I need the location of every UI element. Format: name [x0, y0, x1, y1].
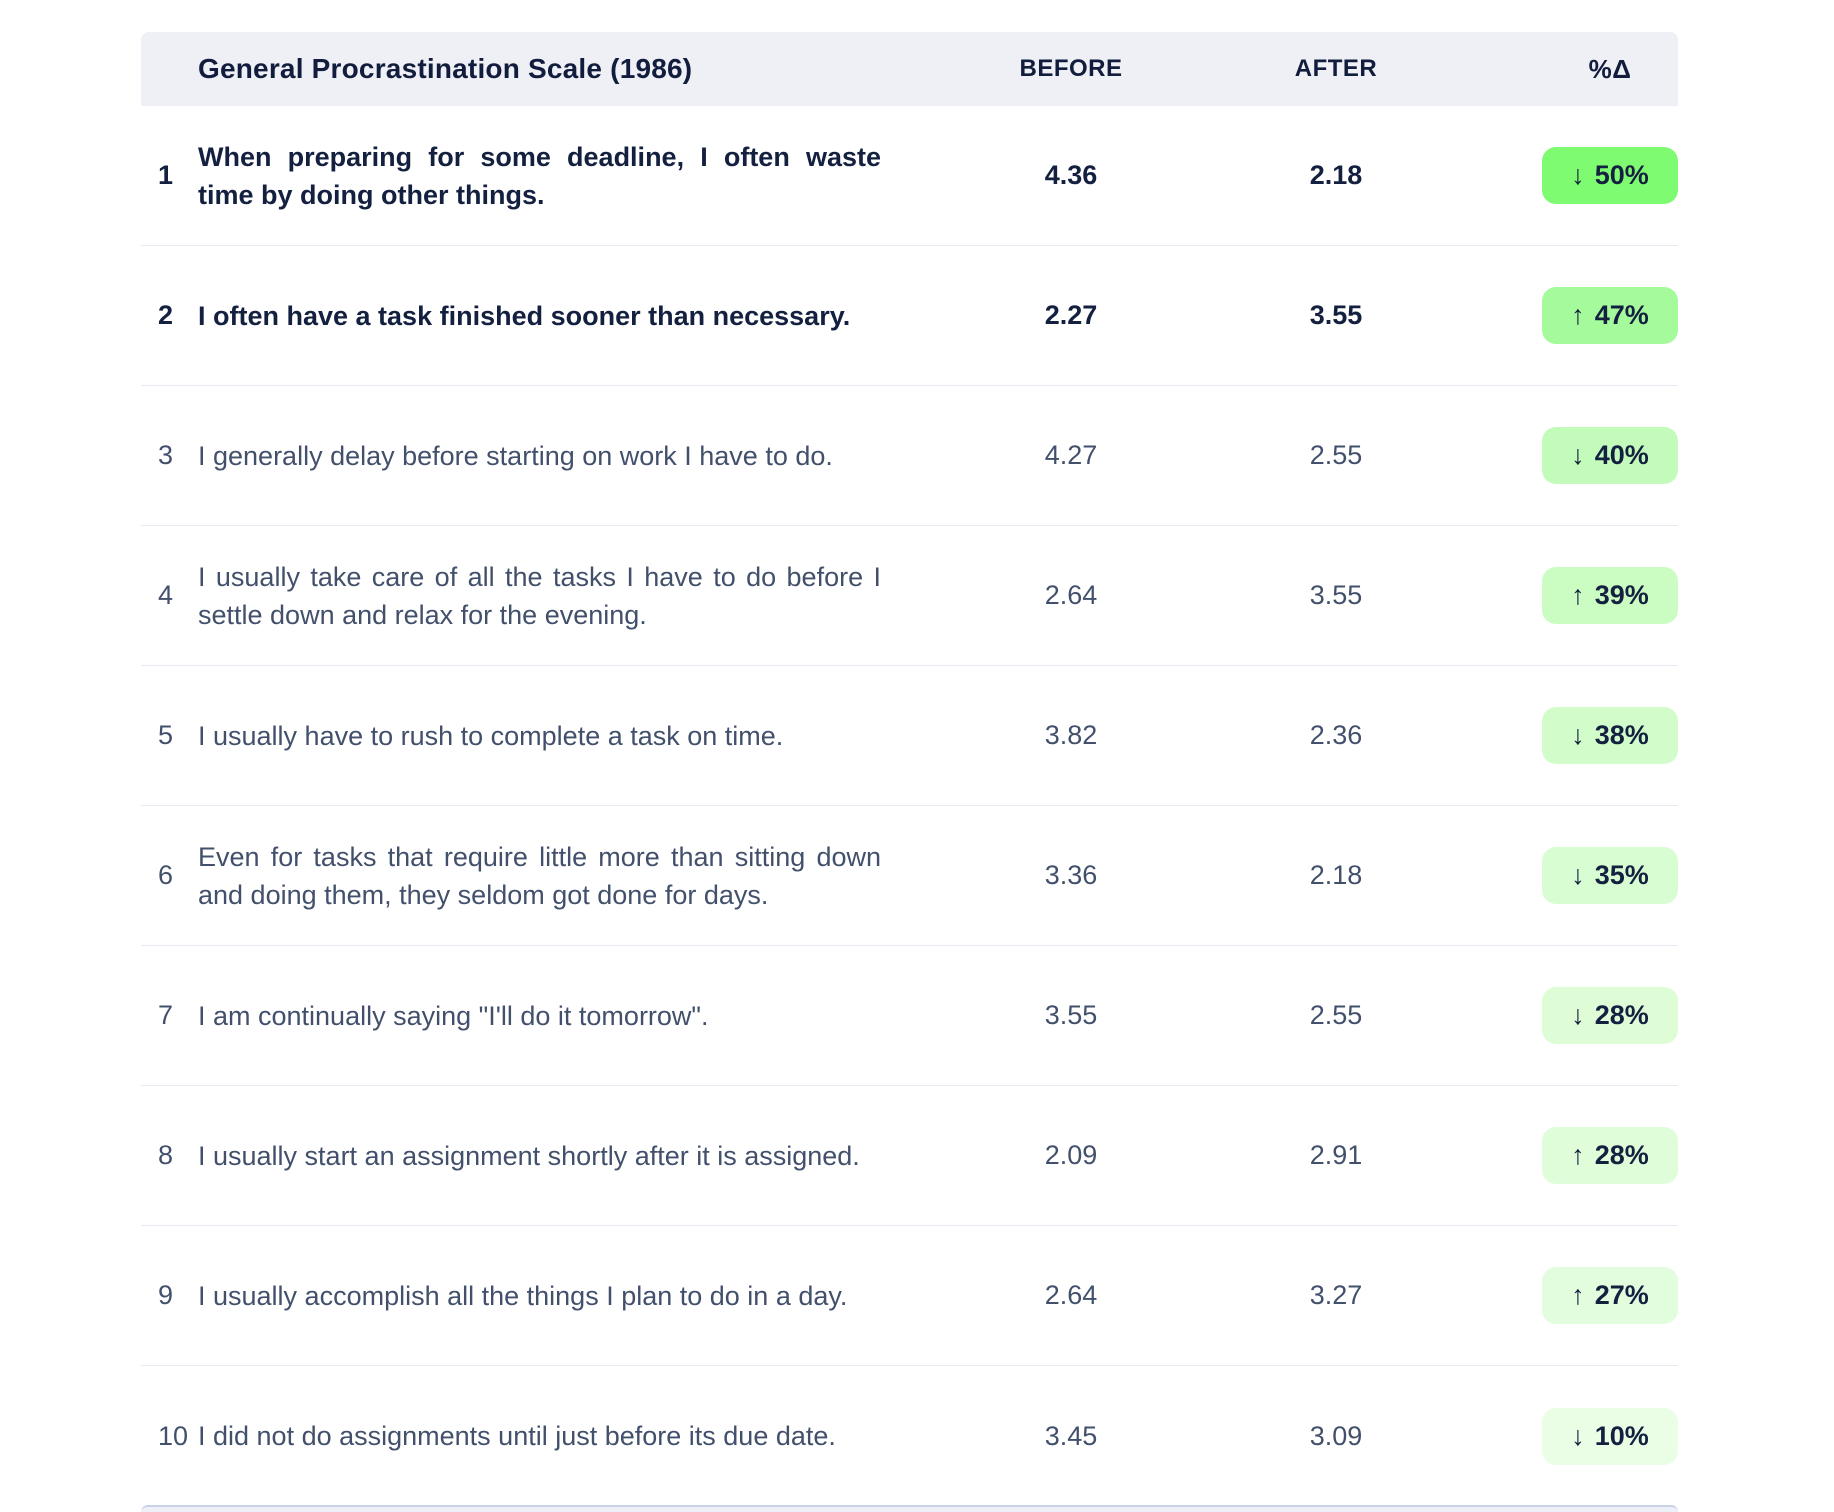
row-number: 6 [158, 860, 174, 890]
table-row: 4 I usually take care of all the tasks I… [141, 526, 1678, 666]
delta-value: 39% [1594, 580, 1649, 610]
delta-arrow-icon: ↑ [1571, 300, 1585, 330]
delta-badge: ↑ 47% [1542, 287, 1678, 344]
table-row: 3 I generally delay before starting on w… [141, 386, 1678, 526]
delta-value: 28% [1594, 1000, 1649, 1030]
delta-arrow-icon: ↓ [1571, 1420, 1585, 1451]
row-number: 10 [158, 1420, 189, 1451]
delta-value: 27% [1594, 1280, 1649, 1310]
procrastination-scale-table: General Procrastination Scale (1986) BEF… [141, 32, 1678, 1512]
delta-value: 40% [1594, 440, 1649, 470]
delta-badge: ↓ 35% [1542, 847, 1678, 904]
delta-cell: ↓ 28% [1411, 987, 1678, 1044]
row-number: 1 [158, 160, 174, 190]
before-value: 3.82 [1044, 720, 1098, 750]
table-row: 1 When preparing for some deadline, I of… [141, 106, 1678, 246]
row-number: 5 [158, 720, 174, 750]
after-value: 3.55 [1309, 580, 1363, 610]
delta-cell: ↓ 40% [1411, 427, 1678, 484]
before-value: 2.27 [1044, 300, 1098, 330]
column-header-delta: %Δ [1411, 54, 1678, 85]
delta-arrow-icon: ↓ [1571, 160, 1585, 190]
table-row: 8 I usually start an assignment shortly … [141, 1086, 1678, 1226]
delta-badge: ↓ 50% [1542, 147, 1678, 204]
delta-badge: ↓ 40% [1542, 427, 1678, 484]
before-value: 3.55 [1044, 1000, 1098, 1030]
after-value: 2.55 [1309, 1000, 1363, 1030]
after-value: 2.18 [1309, 160, 1363, 190]
row-question: Even for tasks that require little more … [198, 841, 881, 910]
table-title: General Procrastination Scale (1986) [198, 53, 693, 84]
delta-cell: ↑ 47% [1411, 287, 1678, 344]
row-number: 8 [158, 1140, 174, 1170]
row-question: When preparing for some deadline, I ofte… [198, 141, 881, 210]
delta-value: 50% [1594, 160, 1649, 190]
after-value: 3.27 [1309, 1280, 1363, 1310]
delta-value: 10% [1594, 1420, 1649, 1451]
delta-badge: ↓ 10% [1542, 1407, 1678, 1465]
after-value: 2.55 [1309, 440, 1363, 470]
delta-cell: ↓ 50% [1411, 147, 1678, 204]
delta-value: 38% [1594, 720, 1649, 750]
row-question: I did not do assignments until just befo… [198, 1421, 836, 1451]
before-value: 4.27 [1044, 440, 1098, 470]
row-question: I usually have to rush to complete a tas… [198, 720, 784, 751]
delta-arrow-icon: ↑ [1571, 580, 1585, 610]
delta-arrow-icon: ↓ [1571, 1000, 1585, 1030]
before-value: 4.36 [1044, 160, 1098, 190]
column-header-delta-label: %Δ [1588, 53, 1632, 84]
before-value: 3.45 [1044, 1420, 1098, 1451]
column-header-before: BEFORE [1019, 55, 1123, 82]
after-value: 2.18 [1309, 860, 1363, 890]
delta-cell: ↑ 39% [1411, 567, 1678, 624]
delta-cell: ↓ 38% [1411, 707, 1678, 764]
table-row: 6 Even for tasks that require little mor… [141, 806, 1678, 946]
delta-arrow-icon: ↓ [1571, 720, 1585, 750]
delta-badge: ↓ 28% [1542, 987, 1678, 1044]
table-row: 2 I often have a task finished sooner th… [141, 246, 1678, 386]
row-number: 4 [158, 580, 174, 610]
delta-badge: ↑ 28% [1542, 1127, 1678, 1184]
before-value: 2.64 [1044, 580, 1098, 610]
delta-badge: ↑ 39% [1542, 567, 1678, 624]
delta-arrow-icon: ↓ [1571, 440, 1585, 470]
after-value: 2.36 [1309, 720, 1363, 750]
delta-cell: ↑ 27% [1411, 1267, 1678, 1324]
column-header-after: AFTER [1294, 55, 1378, 82]
delta-arrow-icon: ↑ [1571, 1280, 1585, 1310]
row-number: 3 [158, 440, 174, 470]
delta-cell: ↓ 35% [1411, 847, 1678, 904]
row-question: I am continually saying "I'll do it tomo… [198, 1000, 709, 1031]
row-question: I usually accomplish all the things I pl… [198, 1280, 848, 1311]
delta-badge: ↓ 38% [1542, 707, 1678, 764]
row-question: I usually take care of all the tasks I h… [198, 561, 881, 630]
table-row: 10 I did not do assignments until just b… [141, 1366, 1678, 1506]
before-value: 2.09 [1044, 1140, 1098, 1170]
delta-arrow-icon: ↑ [1571, 1140, 1585, 1170]
after-value: 3.55 [1309, 300, 1363, 330]
delta-value: 47% [1594, 300, 1649, 330]
table-row: 9 I usually accomplish all the things I … [141, 1226, 1678, 1366]
delta-cell: ↓ 10% [1411, 1407, 1678, 1465]
row-number: 2 [158, 300, 174, 330]
before-value: 2.64 [1044, 1280, 1098, 1310]
table-header: General Procrastination Scale (1986) BEF… [141, 32, 1678, 106]
delta-arrow-icon: ↓ [1571, 860, 1585, 890]
before-value: 3.36 [1044, 860, 1098, 890]
delta-badge: ↑ 27% [1542, 1267, 1678, 1324]
table-row: 5 I usually have to rush to complete a t… [141, 666, 1678, 806]
delta-cell: ↑ 28% [1411, 1127, 1678, 1184]
row-question: I often have a task finished sooner than… [198, 300, 851, 331]
after-value: 3.09 [1309, 1420, 1363, 1451]
after-value: 2.91 [1309, 1140, 1363, 1170]
row-number: 7 [158, 1000, 174, 1030]
row-question: I usually start an assignment shortly af… [198, 1140, 860, 1171]
table-row: 7 I am continually saying "I'll do it to… [141, 946, 1678, 1086]
delta-value: 35% [1594, 860, 1649, 890]
table-body: 1 When preparing for some deadline, I of… [141, 106, 1678, 1506]
row-number: 9 [158, 1280, 174, 1310]
row-question: I generally delay before starting on wor… [198, 440, 833, 471]
delta-value: 28% [1594, 1140, 1649, 1170]
